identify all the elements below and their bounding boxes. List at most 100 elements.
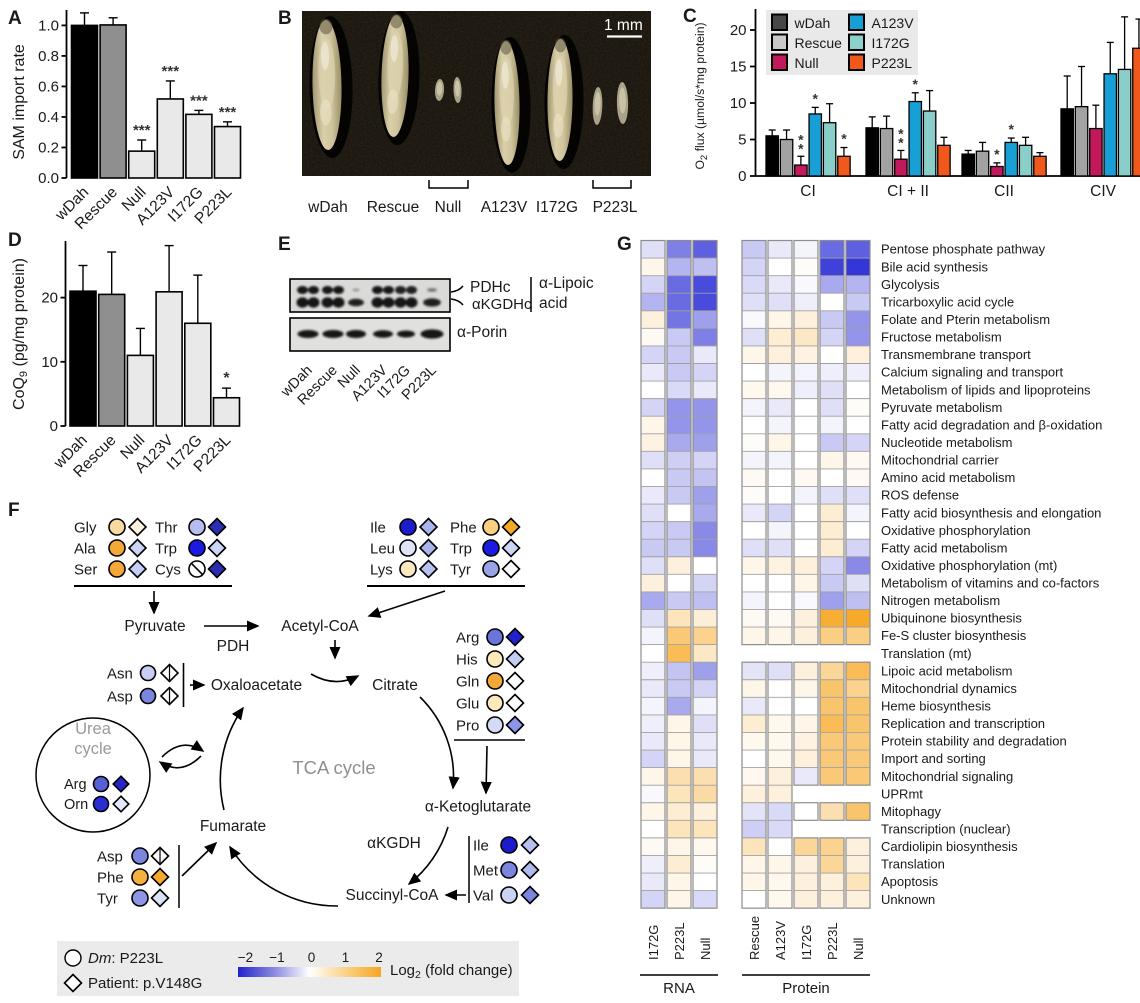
svg-text:0.6: 0.6	[38, 78, 59, 95]
svg-text:D: D	[8, 230, 22, 251]
svg-text:−2: −2	[238, 950, 253, 965]
svg-text:PDH: PDH	[217, 638, 250, 655]
svg-text:1 mm: 1 mm	[604, 17, 643, 34]
svg-text:20: 20	[730, 22, 747, 39]
svg-text:Met: Met	[473, 863, 499, 880]
svg-text:Dm: P223L: Dm: P223L	[88, 950, 163, 967]
svg-text:10: 10	[730, 95, 747, 112]
svg-text:Pentose phosphate pathway: Pentose phosphate pathway	[881, 242, 1046, 257]
svg-text:α-Porin: α-Porin	[457, 324, 507, 341]
svg-text:Arg: Arg	[64, 777, 87, 793]
svg-text:Gly: Gly	[74, 520, 97, 537]
svg-text:Asn: Asn	[107, 666, 133, 683]
svg-text:Ala: Ala	[74, 541, 96, 558]
svg-text:α-Lipoic: α-Lipoic	[539, 275, 594, 292]
svg-text:P223L: P223L	[872, 55, 913, 71]
svg-text:Glu: Glu	[456, 696, 479, 713]
svg-text:I172G: I172G	[872, 35, 910, 51]
svg-text:1.0: 1.0	[38, 17, 59, 34]
svg-text:Oxaloacetate: Oxaloacetate	[211, 677, 302, 694]
svg-text:*: *	[841, 131, 847, 147]
svg-text:Lys: Lys	[370, 562, 393, 579]
svg-text:*: *	[898, 134, 904, 150]
svg-text:Ile: Ile	[370, 520, 386, 537]
svg-text:Mitophagy: Mitophagy	[881, 804, 941, 819]
svg-text:SAM import rate: SAM import rate	[11, 44, 28, 160]
svg-text:Asp: Asp	[97, 849, 123, 866]
svg-text:B: B	[278, 8, 292, 29]
svg-text:C: C	[683, 6, 697, 27]
svg-text:Tricarboxylic acid cycle: Tricarboxylic acid cycle	[881, 294, 1014, 309]
svg-text:*: *	[994, 146, 1000, 162]
svg-text:Patient: p.V148G: Patient: p.V148G	[88, 975, 202, 992]
svg-text:2: 2	[375, 950, 383, 965]
svg-text:G: G	[617, 234, 632, 255]
svg-text:Bile acid synthesis: Bile acid synthesis	[881, 259, 988, 274]
svg-text:Mitochondrial signaling: Mitochondrial signaling	[881, 769, 1013, 784]
svg-text:Lipoic acid metabolism: Lipoic acid metabolism	[881, 663, 1013, 678]
svg-text:wDah: wDah	[307, 199, 348, 216]
svg-text:αKGDH: αKGDH	[367, 835, 421, 852]
svg-text:Oxidative phosphorylation (mt): Oxidative phosphorylation (mt)	[881, 558, 1057, 573]
svg-text:Succinyl-CoA: Succinyl-CoA	[345, 887, 439, 904]
svg-text:Ile: Ile	[473, 838, 489, 855]
svg-text:Leu: Leu	[370, 541, 395, 558]
svg-text:Asp: Asp	[107, 689, 133, 706]
svg-text:Orn: Orn	[64, 797, 88, 813]
svg-text:I172G: I172G	[536, 199, 578, 216]
svg-text:***: ***	[190, 92, 208, 109]
svg-text:Transmembrane transport: Transmembrane transport	[881, 347, 1031, 362]
svg-text:Log2 (fold change): Log2 (fold change)	[390, 962, 513, 981]
svg-text:***: ***	[162, 63, 180, 80]
svg-text:Mitochondrial dynamics: Mitochondrial dynamics	[881, 681, 1017, 696]
svg-text:CII: CII	[994, 183, 1014, 200]
svg-text:5: 5	[738, 132, 746, 149]
svg-text:F: F	[8, 500, 20, 521]
svg-text:Urea: Urea	[75, 720, 112, 738]
svg-text:Fructose metabolism: Fructose metabolism	[881, 330, 1002, 345]
svg-text:Rescue: Rescue	[367, 199, 420, 216]
svg-text:I172G: I172G	[799, 925, 814, 960]
svg-text:His: His	[456, 652, 478, 669]
svg-text:*: *	[913, 76, 919, 92]
svg-text:10: 10	[41, 354, 58, 371]
svg-text:cycle: cycle	[74, 740, 112, 758]
svg-text:Protein stability and degradat: Protein stability and degradation	[881, 734, 1067, 749]
svg-text:Amino acid metabolism: Amino acid metabolism	[881, 470, 1015, 485]
svg-text:1: 1	[342, 950, 350, 965]
svg-text:PDHc: PDHc	[470, 279, 511, 296]
svg-text:P223L: P223L	[672, 922, 687, 960]
svg-text:*: *	[798, 140, 804, 156]
svg-text:Replication and transcription: Replication and transcription	[881, 716, 1045, 731]
svg-text:Cardiolipin biosynthesis: Cardiolipin biosynthesis	[881, 839, 1018, 854]
svg-text:α-Ketoglutarate: α-Ketoglutarate	[425, 799, 531, 816]
svg-text:Fumarate: Fumarate	[200, 818, 266, 835]
svg-text:Unknown: Unknown	[881, 892, 935, 907]
svg-text:Citrate: Citrate	[372, 677, 418, 694]
svg-text:Ser: Ser	[74, 562, 97, 579]
svg-text:Nucleotide metabolism: Nucleotide metabolism	[881, 435, 1013, 450]
svg-text:*: *	[813, 90, 819, 106]
svg-text:A123V: A123V	[872, 15, 915, 31]
svg-text:αKGDHc: αKGDHc	[472, 296, 532, 313]
svg-text:Gln: Gln	[456, 674, 479, 691]
svg-text:0: 0	[50, 418, 58, 435]
svg-text:Acetyl-CoA: Acetyl-CoA	[281, 618, 359, 635]
svg-text:0: 0	[738, 168, 746, 185]
svg-text:UPRmt: UPRmt	[881, 786, 923, 801]
svg-text:CI: CI	[800, 183, 816, 200]
svg-text:Thr: Thr	[155, 520, 178, 537]
svg-text:***: ***	[219, 104, 237, 121]
svg-text:15: 15	[730, 59, 747, 76]
svg-text:Metabolism of lipids and lipop: Metabolism of lipids and lipoproteins	[881, 382, 1091, 397]
svg-text:Fatty acid biosynthesis and el: Fatty acid biosynthesis and elongation	[881, 505, 1101, 520]
svg-text:Ubiquinone biosynthesis: Ubiquinone biosynthesis	[881, 611, 1022, 626]
svg-text:Null: Null	[851, 937, 866, 960]
svg-text:Oxidative phosphorylation: Oxidative phosphorylation	[881, 523, 1031, 538]
svg-text:0.0: 0.0	[38, 170, 59, 187]
svg-text:Import and sorting: Import and sorting	[881, 751, 986, 766]
svg-text:0.2: 0.2	[38, 139, 59, 156]
svg-text:A: A	[8, 8, 22, 29]
svg-text:Null: Null	[795, 55, 819, 71]
svg-text:Calcium signaling and transpor: Calcium signaling and transport	[881, 365, 1063, 380]
